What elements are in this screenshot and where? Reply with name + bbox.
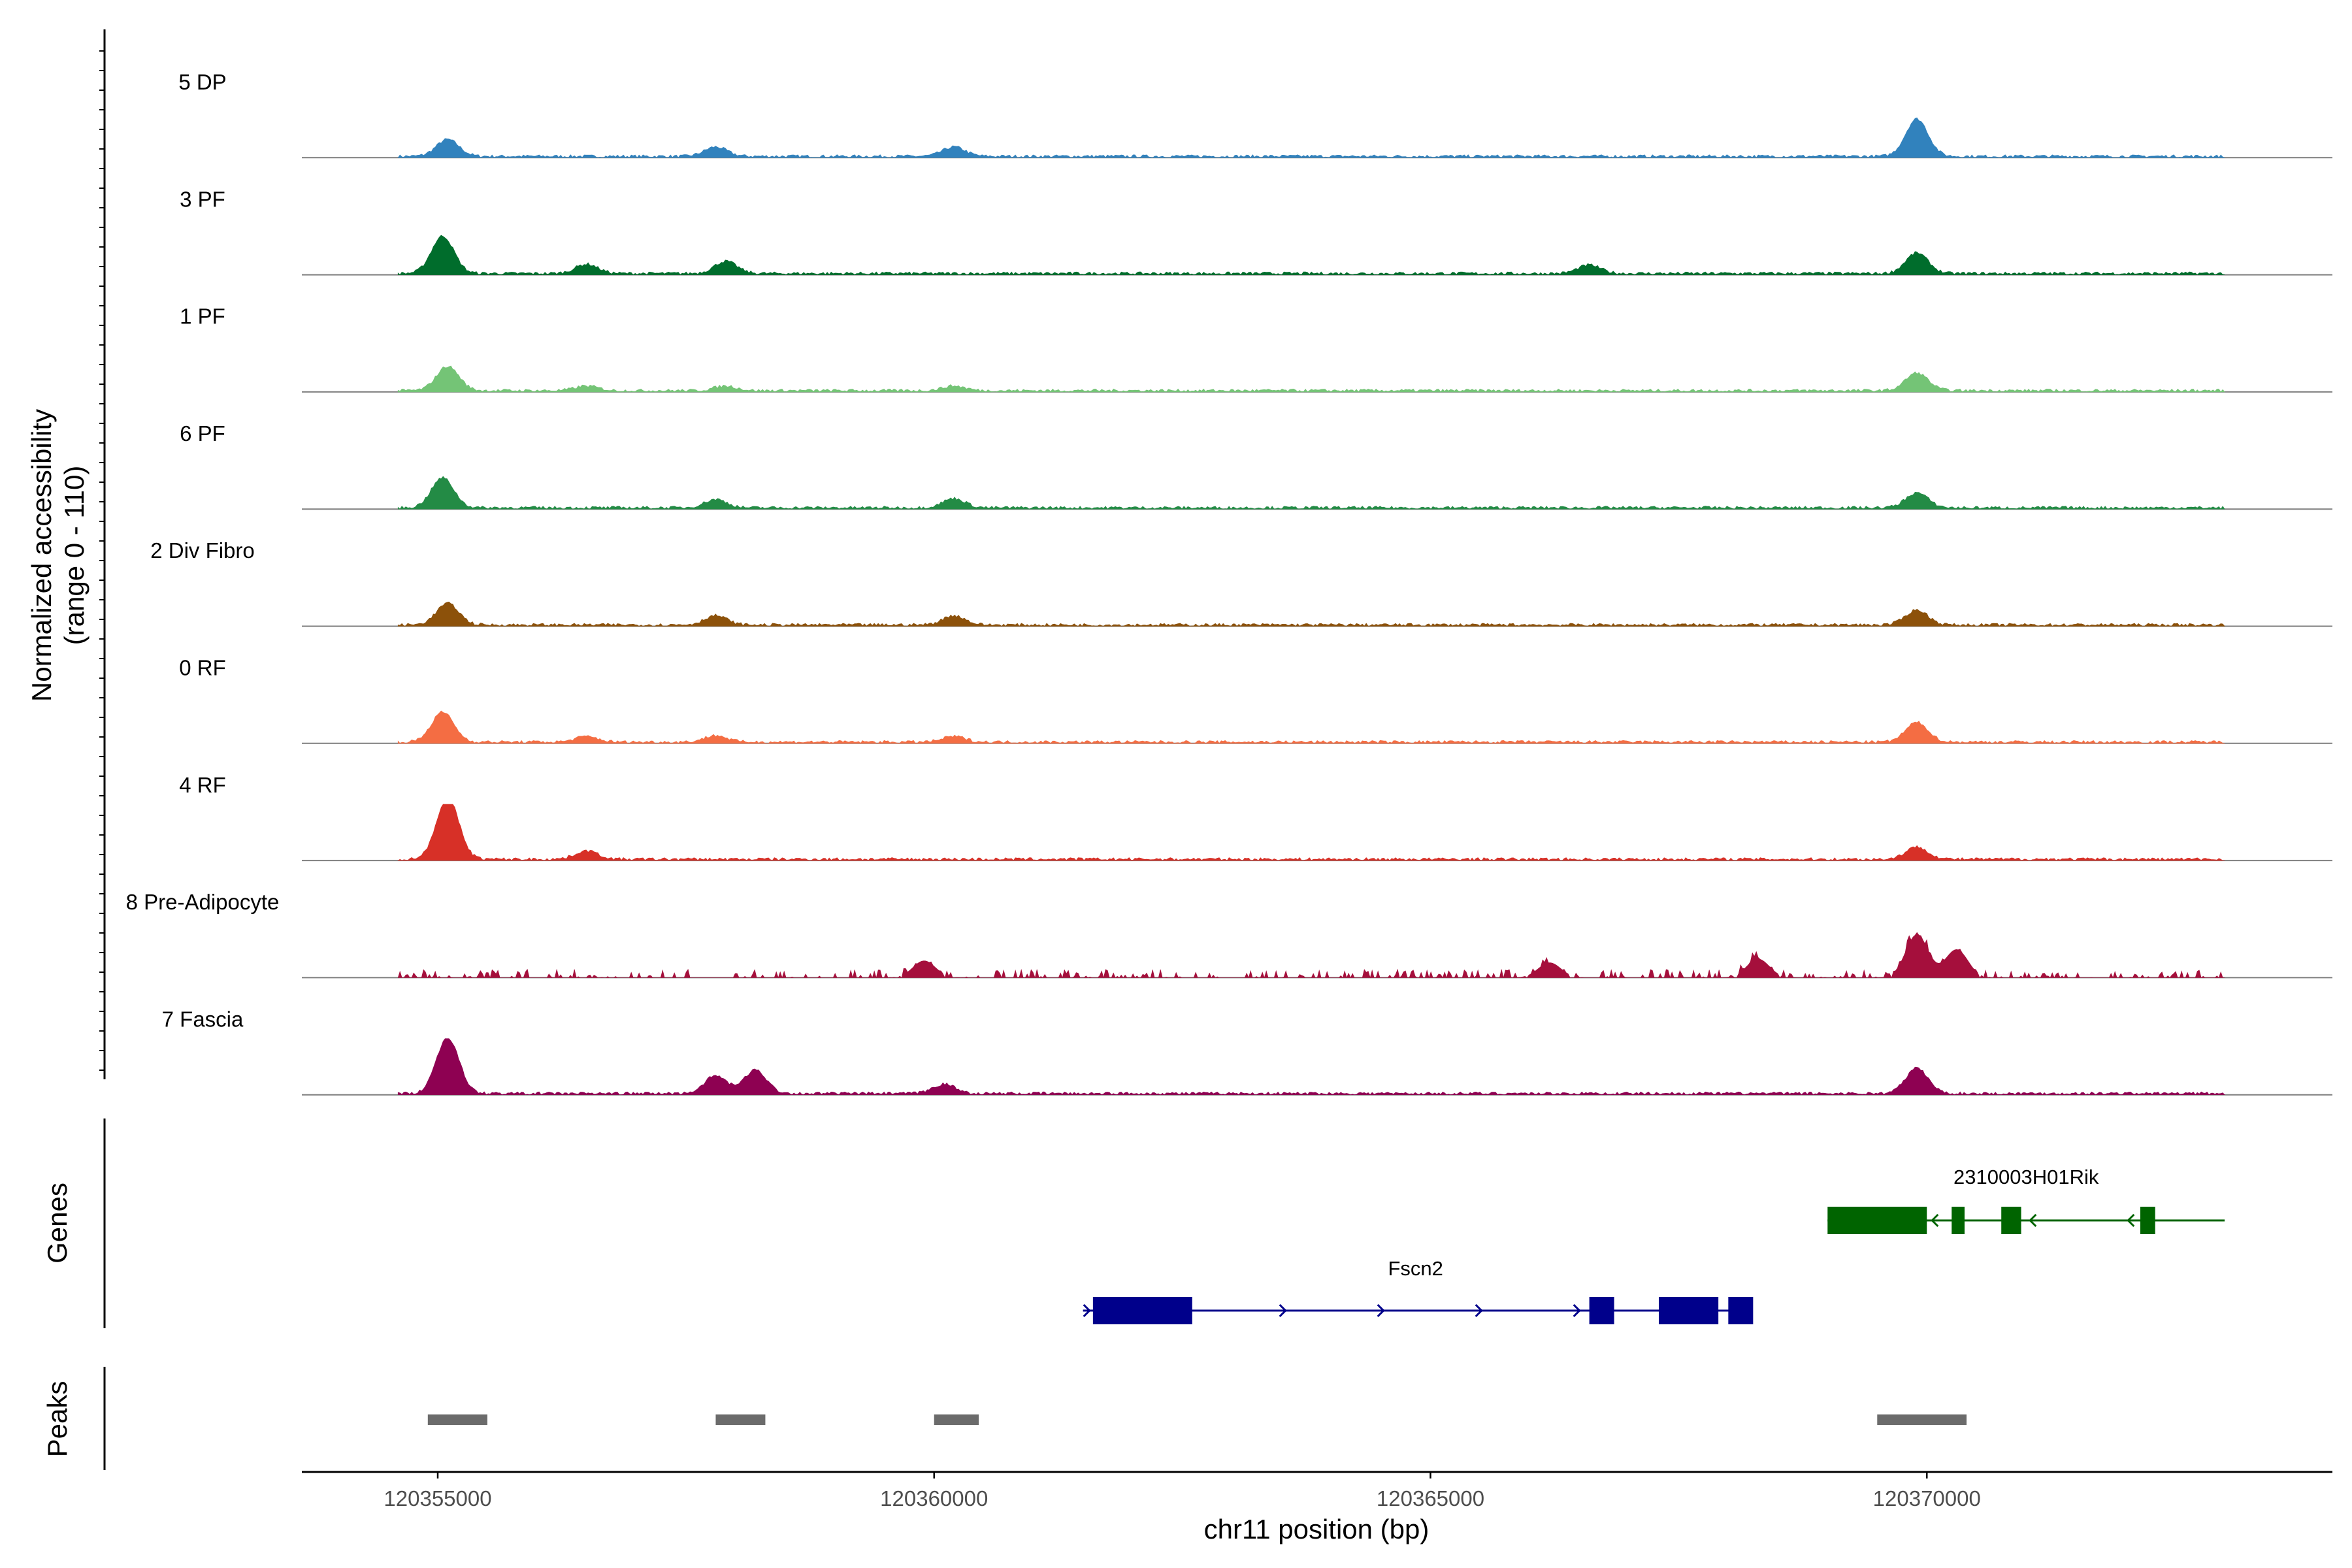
y-axis-title: Normalized accessibility (26, 409, 57, 702)
x-tick-label: 120355000 (384, 1486, 491, 1511)
track-label: 2 Div Fibro (150, 538, 255, 563)
coverage-tracks: 5 DP 3 PF 1 PF 6 PF 2 Div Fibro 0 RF 4 RF 8 Pre… (126, 70, 2332, 1096)
peak-region (1877, 1414, 1967, 1425)
strand-chevron (1377, 1303, 1385, 1318)
track-6-pf: 6 PF (180, 421, 2332, 510)
gene-exon (1728, 1297, 1754, 1324)
track-label: 1 PF (180, 304, 225, 329)
peaks-panel-label: Peaks (42, 1381, 73, 1458)
track-label: 5 DP (178, 70, 226, 94)
track-2-div-fibro: 2 Div Fibro (150, 538, 2332, 627)
x-tick-label: 120370000 (1873, 1486, 1981, 1511)
track-8-pre-adipocyte: 8 Pre-Adipocyte (126, 890, 2332, 979)
coverage-area (397, 235, 2225, 276)
gene-exon (2140, 1207, 2155, 1234)
strand-chevron (1475, 1303, 1483, 1318)
gene-exon (1092, 1297, 1192, 1324)
track-label: 6 PF (180, 421, 225, 446)
genes-panel-label: Genes (42, 1183, 73, 1264)
strand-chevron (2029, 1213, 2037, 1228)
x-axis-ticks: 120355000 120360000 120365000 120370000 (384, 1472, 1981, 1511)
y-axis-subtitle: (range 0 - 110) (59, 466, 90, 645)
strand-chevron (1573, 1303, 1581, 1318)
track-7-fascia: 7 Fascia (162, 1007, 2332, 1096)
gene-exon (2001, 1207, 2021, 1234)
peak-region (427, 1414, 487, 1425)
track-1-pf: 1 PF (180, 304, 2332, 393)
y-axis-ticks (99, 50, 105, 1071)
track-0-rf: 0 RF (179, 656, 2332, 744)
gene-label: Fscn2 (1388, 1257, 1443, 1280)
coverage-area (397, 932, 2225, 979)
gene-label: 2310003H01Rik (1953, 1166, 2099, 1188)
x-tick-label: 120365000 (1377, 1486, 1484, 1511)
gene-exon (1589, 1297, 1614, 1324)
x-axis-title: chr11 position (bp) (1204, 1514, 1429, 1544)
track-label: 7 Fascia (162, 1007, 244, 1031)
peak-regions (427, 1414, 1967, 1425)
gene-exon (1827, 1207, 1927, 1234)
coverage-area (397, 117, 2225, 158)
strand-chevron (2127, 1213, 2135, 1228)
track-5-dp: 5 DP (178, 70, 2332, 159)
coverage-area (397, 710, 2225, 744)
gene-annotations: 2310003H01Rik Fscn2 (1083, 1166, 2225, 1324)
track-label: 3 PF (180, 187, 225, 211)
coverage-area (397, 1038, 2225, 1096)
strand-chevron (1083, 1303, 1091, 1318)
gene-exon (1952, 1207, 1965, 1234)
gene-exon (1658, 1297, 1719, 1324)
gene-fscn2: Fscn2 (1083, 1257, 1754, 1324)
gene-2310003h01rik: 2310003H01Rik (1827, 1166, 2225, 1234)
track-label: 8 Pre-Adipocyte (126, 890, 280, 914)
track-4-rf: 4 RF (179, 773, 2332, 862)
track-label: 4 RF (179, 773, 226, 797)
track-label: 0 RF (179, 656, 226, 680)
x-tick-label: 120360000 (880, 1486, 988, 1511)
strand-chevron (1279, 1303, 1287, 1318)
coverage-area (397, 601, 2225, 627)
coverage-area (397, 365, 2225, 393)
peak-region (715, 1414, 766, 1425)
coverage-area (397, 804, 2225, 861)
track-3-pf: 3 PF (180, 187, 2332, 276)
peak-region (934, 1414, 979, 1425)
strand-chevron (1931, 1213, 1939, 1228)
coverage-area (397, 476, 2225, 510)
